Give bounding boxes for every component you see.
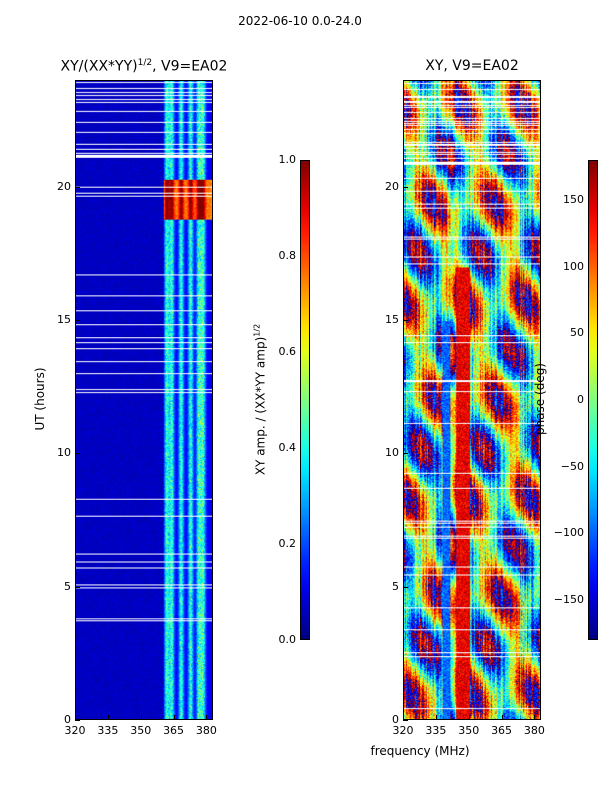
- amp-ytick-label: 15: [57, 313, 71, 326]
- amp-xtick-label: 380: [195, 724, 217, 737]
- amp-xtick-mark: [107, 715, 109, 720]
- phase-xtick-label: 380: [523, 724, 545, 737]
- amp-plot-title: XY/(XX*YY)1/2, V9=EA02: [60, 58, 228, 75]
- phase-cbar-tick-label: 0: [577, 393, 584, 406]
- amp-cbar-tick-label: 0.6: [278, 345, 297, 358]
- amp-cbar-tick-label: 0.2: [278, 537, 297, 550]
- phase-xtick-label: 365: [491, 724, 513, 737]
- amp-xtick-mark: [75, 715, 76, 720]
- amp-xtick-mark: [140, 715, 142, 720]
- phase-xtick-label: 320: [392, 724, 414, 737]
- phase-xtick-label: 335: [425, 724, 447, 737]
- phase-xtick-mark: [435, 715, 437, 720]
- amp-ytick-label: 10: [57, 446, 71, 460]
- phase-ytick-label: 5: [392, 579, 399, 593]
- phase-ytick-label: 0: [392, 713, 399, 726]
- phase-ytick-mark: [403, 186, 408, 188]
- phase-ytick-mark: [403, 720, 408, 721]
- amp-ytick-mark: [75, 186, 80, 188]
- amp-cbar-tick-label: 0.0: [278, 633, 297, 646]
- phase-xlabel: frequency (MHz): [370, 744, 470, 758]
- amp-xtick-label: 320: [64, 724, 86, 737]
- phase-cbar-tick-label: 50: [570, 326, 584, 340]
- phase-xtick-label: 350: [458, 724, 480, 737]
- phase-ytick-mark: [403, 586, 408, 588]
- amp-xtick-mark: [173, 715, 175, 720]
- phase-ytick-label: 10: [385, 446, 399, 460]
- amp-ytick-mark: [75, 320, 80, 321]
- phase-cbar-tick-label: −100: [553, 526, 584, 540]
- amp-xtick-label: 335: [97, 724, 119, 737]
- amp-ytick-mark: [75, 586, 80, 588]
- phase-colorbar-label: phase (deg): [533, 363, 547, 436]
- phase-xtick-mark: [501, 715, 503, 720]
- amp-cbar-tick-label: 0.4: [278, 441, 297, 454]
- amp-xtick-mark: [206, 715, 208, 720]
- phase-colorbar: [588, 160, 598, 640]
- phase-cbar-tick-label: −150: [553, 593, 584, 606]
- amp-xtick-label: 350: [130, 724, 152, 737]
- amp-xtick-label: 365: [163, 724, 185, 737]
- amp-ytick-mark: [75, 453, 80, 455]
- phase-cbar-tick-label: 150: [563, 193, 584, 206]
- phase-ytick-label: 20: [385, 179, 399, 193]
- phase-ytick-label: 15: [385, 313, 399, 326]
- amp-cbar-tick-label: 1.0: [278, 153, 297, 166]
- phase-cbar-tick-label: 100: [563, 259, 584, 273]
- amp-ytick-label: 5: [64, 579, 71, 593]
- amp-colorbar-label: XY amp. / (XX*YY amp)1/2: [252, 323, 268, 476]
- phase-xtick-mark: [534, 715, 536, 720]
- amp-ytick-label: 20: [57, 179, 71, 193]
- amp-colorbar: [300, 160, 310, 640]
- amp-ytick-label: 0: [64, 713, 71, 726]
- phase-plot-title: XY, V9=EA02: [425, 58, 519, 74]
- amp-heatmap[interactable]: [75, 80, 213, 720]
- amp-cbar-tick-label: 0.8: [278, 249, 297, 262]
- phase-cbar-tick-label: −50: [560, 459, 584, 473]
- amp-ylabel: UT (hours): [33, 367, 47, 431]
- phase-ytick-mark: [403, 453, 408, 455]
- amp-ytick-mark: [75, 720, 80, 721]
- suptitle: 2022-06-10 0.0-24.0: [238, 14, 362, 28]
- phase-ytick-mark: [403, 320, 408, 321]
- phase-xtick-mark: [403, 715, 404, 720]
- phase-heatmap[interactable]: [403, 80, 541, 720]
- phase-xtick-mark: [468, 715, 470, 720]
